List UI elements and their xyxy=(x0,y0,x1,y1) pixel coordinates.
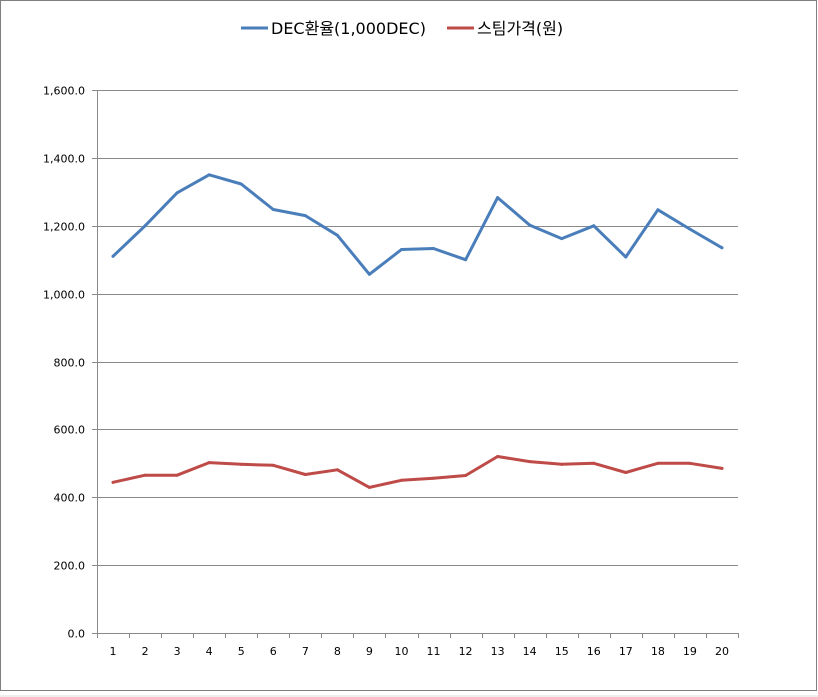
x-tick-label: 4 xyxy=(206,645,213,658)
data-point xyxy=(496,196,500,200)
x-tick-label: 8 xyxy=(334,645,341,658)
data-point xyxy=(688,461,692,465)
x-tick-label: 20 xyxy=(715,645,729,658)
data-point xyxy=(143,473,147,477)
y-tick-label: 600.0 xyxy=(54,424,86,437)
x-tick-label: 7 xyxy=(302,645,309,658)
data-point xyxy=(624,255,628,259)
data-point xyxy=(592,224,596,228)
data-point xyxy=(143,224,147,228)
legend-label-steem: 스팀가격(원) xyxy=(477,19,563,38)
series-line-1[interactable] xyxy=(111,455,724,489)
x-tick-label: 1 xyxy=(110,645,117,658)
data-point xyxy=(399,478,403,482)
y-tick-label: 1,000.0 xyxy=(43,289,85,302)
x-tick-label: 12 xyxy=(459,645,473,658)
legend-item-dec[interactable]: DEC환율(1,000DEC) xyxy=(241,19,426,38)
data-point xyxy=(624,470,628,474)
data-point xyxy=(303,214,307,218)
x-tick-label: 16 xyxy=(587,645,601,658)
data-point xyxy=(688,227,692,231)
data-point xyxy=(528,223,532,227)
legend-label-dec: DEC환율(1,000DEC) xyxy=(271,19,426,38)
legend: DEC환율(1,000DEC) 스팀가격(원) xyxy=(241,19,563,38)
x-tick-label: 19 xyxy=(683,645,697,658)
data-point xyxy=(271,207,275,211)
axes xyxy=(97,90,739,638)
data-point xyxy=(175,191,179,195)
y-tick-label: 1,200.0 xyxy=(43,221,85,234)
data-point xyxy=(656,208,660,212)
data-point xyxy=(464,258,468,262)
y-tick-label: 200.0 xyxy=(54,560,86,573)
data-point xyxy=(592,461,596,465)
data-point xyxy=(111,254,115,258)
gridlines xyxy=(92,90,738,634)
data-point xyxy=(432,246,436,250)
data-point xyxy=(335,468,339,472)
data-point xyxy=(303,473,307,477)
data-point xyxy=(335,233,339,237)
data-point xyxy=(720,246,724,250)
data-point xyxy=(239,182,243,186)
data-point xyxy=(175,473,179,477)
data-point xyxy=(560,462,564,466)
data-point xyxy=(720,466,724,470)
y-tick-label: 1,600.0 xyxy=(43,85,85,98)
y-tick-label: 0.0 xyxy=(68,628,86,641)
data-point xyxy=(656,461,660,465)
y-tick-label: 400.0 xyxy=(54,492,86,505)
x-tick-label: 10 xyxy=(394,645,408,658)
y-axis-tick-labels: 0.0 200.0 400.0 600.0 800.0 1,000.0 1,200.0 1,4… xyxy=(43,85,85,641)
data-point xyxy=(399,248,403,252)
data-point xyxy=(560,237,564,241)
data-point xyxy=(432,476,436,480)
x-tick-label: 6 xyxy=(270,645,277,658)
data-point xyxy=(367,485,371,489)
x-tick-label: 13 xyxy=(491,645,505,658)
x-tick-label: 15 xyxy=(555,645,569,658)
x-tick-label: 11 xyxy=(427,645,441,658)
data-point xyxy=(239,462,243,466)
series-lines xyxy=(111,173,724,489)
x-tick-label: 17 xyxy=(619,645,633,658)
x-axis-tick-labels: 1 2 3 4 5 6 7 8 9 10 11 12 13 14 15 16 17 18 19 20 xyxy=(110,645,729,658)
data-point xyxy=(367,272,371,276)
x-tick-label: 18 xyxy=(651,645,665,658)
y-tick-label: 1,400.0 xyxy=(43,153,85,166)
series-line-0[interactable] xyxy=(111,173,724,276)
x-tick-label: 3 xyxy=(174,645,181,658)
x-tick-label: 5 xyxy=(238,645,245,658)
x-tick-label: 2 xyxy=(142,645,149,658)
data-point xyxy=(111,480,115,484)
data-point xyxy=(271,463,275,467)
data-point xyxy=(207,461,211,465)
data-point xyxy=(528,460,532,464)
data-point xyxy=(464,474,468,478)
x-tick-label: 9 xyxy=(366,645,373,658)
data-point xyxy=(207,173,211,177)
data-point xyxy=(496,455,500,459)
x-tick-label: 14 xyxy=(523,645,537,658)
y-tick-label: 800.0 xyxy=(54,357,86,370)
legend-item-steem[interactable]: 스팀가격(원) xyxy=(447,19,563,38)
